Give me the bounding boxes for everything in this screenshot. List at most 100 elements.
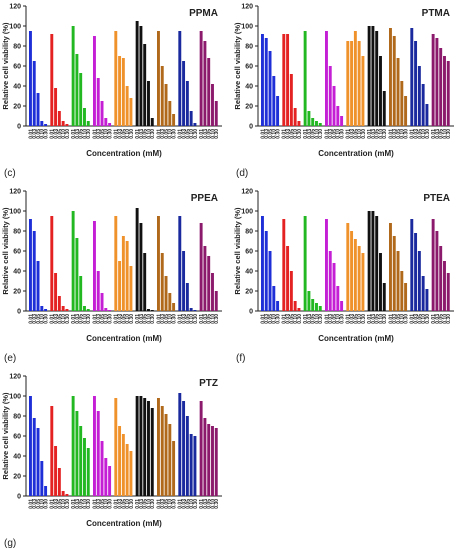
bar — [83, 306, 86, 311]
x-tick-label: 0.05 — [332, 129, 338, 139]
bar — [75, 411, 79, 496]
x-tick-label: 0.01 — [346, 314, 352, 324]
bar — [361, 56, 365, 126]
x-tick-label: 0.10 — [104, 129, 110, 139]
x-tick-label: 0.01 — [199, 499, 205, 509]
x-tick-label: 0.05 — [164, 314, 170, 324]
bar — [404, 283, 408, 311]
x-tick-label: 0.01 — [135, 499, 141, 509]
bar — [389, 223, 392, 311]
x-tick-label: 0.03 — [203, 129, 209, 139]
bar — [100, 293, 104, 311]
x-tick-label: 0.10 — [272, 129, 278, 139]
x-tick-label: 0.03 — [32, 129, 38, 139]
x-tick-label: 0.30 — [339, 129, 345, 139]
y-tick-label: 0 — [249, 309, 253, 316]
y-axis-label: Relative cell viability (%) — [1, 22, 10, 110]
y-tick-label: 120 — [241, 189, 253, 196]
x-tick-label: 0.30 — [107, 499, 113, 509]
bar — [421, 276, 425, 311]
x-tick-label: 0.10 — [125, 129, 131, 139]
bar — [371, 26, 375, 126]
x-tick-label: 0.10 — [210, 314, 216, 324]
bar — [71, 396, 75, 496]
x-tick-label: 0.05 — [289, 129, 295, 139]
x-tick-label: 0.05 — [143, 129, 149, 139]
x-tick-label: 0.10 — [40, 499, 46, 509]
bar — [311, 118, 315, 126]
x-tick-label: 0.05 — [417, 314, 423, 324]
bar — [203, 246, 207, 311]
bar — [57, 296, 61, 311]
bar — [86, 121, 90, 126]
x-tick-label: 0.10 — [168, 499, 174, 509]
bar — [332, 263, 336, 311]
x-tick-label: 0.05 — [375, 314, 381, 324]
bar — [264, 231, 268, 311]
bar — [443, 261, 446, 311]
bar — [150, 118, 154, 126]
x-tick-label: 0.10 — [357, 314, 363, 324]
y-tick-label: 40 — [13, 269, 21, 276]
x-tick-label: 0.01 — [28, 499, 34, 509]
x-tick-label: 0.01 — [431, 129, 437, 139]
bar — [143, 253, 147, 311]
x-tick-label: 0.30 — [361, 314, 367, 324]
bar — [29, 219, 32, 311]
bar — [214, 101, 218, 126]
bar — [61, 306, 65, 311]
bar — [282, 34, 286, 126]
bar — [36, 428, 40, 496]
x-tick-label: 0.01 — [282, 129, 288, 139]
x-tick-label: 0.10 — [314, 314, 320, 324]
bar — [431, 219, 435, 311]
bar — [421, 84, 425, 126]
x-tick-label: 0.10 — [40, 314, 46, 324]
x-axis-label: Concentration (mM) — [86, 334, 162, 343]
bar — [160, 66, 164, 126]
bar — [83, 438, 86, 496]
bar — [104, 118, 108, 126]
bar — [346, 223, 350, 311]
x-tick-label: 0.03 — [285, 314, 291, 324]
bar — [325, 31, 328, 126]
bar — [318, 123, 322, 126]
bar — [93, 396, 96, 496]
y-tick-label: 80 — [13, 229, 21, 236]
x-tick-label: 0.01 — [303, 129, 309, 139]
x-tick-label: 0.03 — [160, 129, 166, 139]
x-tick-label: 0.30 — [193, 499, 199, 509]
bar — [375, 216, 379, 311]
x-tick-label: 0.10 — [400, 314, 406, 324]
y-tick-label: 60 — [13, 434, 21, 441]
bar — [328, 66, 332, 126]
x-tick-label: 0.05 — [143, 499, 149, 509]
x-tick-label: 0.05 — [100, 314, 106, 324]
bar — [214, 291, 218, 311]
x-tick-label: 0.30 — [318, 314, 324, 324]
x-tick-label: 0.05 — [79, 314, 85, 324]
x-tick-label: 0.03 — [307, 129, 313, 139]
bar — [157, 398, 160, 496]
x-tick-label: 0.30 — [275, 129, 281, 139]
y-axis-label: Relative cell viability (%) — [1, 207, 10, 295]
bar — [353, 239, 357, 311]
bar — [261, 34, 264, 126]
bar — [414, 233, 418, 311]
x-tick-label: 0.03 — [75, 314, 81, 324]
x-tick-label: 0.05 — [79, 129, 85, 139]
x-tick-label: 0.01 — [156, 499, 162, 509]
x-tick-label: 0.30 — [446, 314, 452, 324]
bar — [357, 41, 361, 126]
bar — [272, 76, 276, 126]
bar — [121, 58, 125, 126]
bar — [108, 310, 112, 311]
x-tick-label: 0.01 — [260, 314, 266, 324]
x-tick-label: 0.03 — [203, 314, 209, 324]
x-tick-label: 0.01 — [324, 314, 330, 324]
x-tick-label: 0.01 — [28, 314, 34, 324]
x-tick-label: 0.01 — [114, 129, 120, 139]
bar — [75, 54, 79, 126]
x-tick-label: 0.30 — [318, 129, 324, 139]
bar — [303, 31, 307, 126]
